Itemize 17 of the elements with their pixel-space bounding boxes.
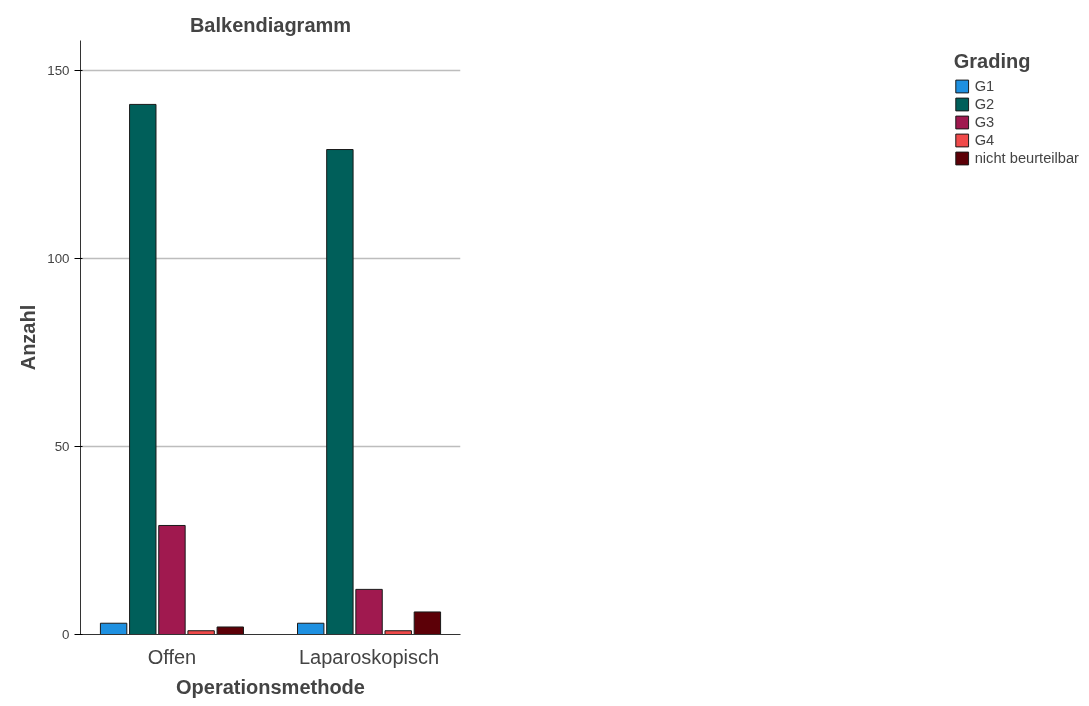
y-tick-label: 50 <box>54 439 70 455</box>
x-tick-label: Offen <box>147 645 197 668</box>
legend-title: Grading <box>953 50 1032 73</box>
y-tick-label: 150 <box>47 63 70 79</box>
legend-label: G4 <box>974 132 995 148</box>
y-tick-label: 100 <box>47 251 70 267</box>
legend-label: G2 <box>974 96 995 112</box>
legend-label: nicht beurteilbar <box>974 150 1079 166</box>
x-tick-label: Laparoskopisch <box>299 645 440 668</box>
legend-label: G3 <box>974 114 995 130</box>
y-axis-title: Anzahl <box>17 304 40 371</box>
x-axis-title: Operationsmethode <box>176 675 365 698</box>
bar <box>99 622 128 635</box>
y-tick-label: 0 <box>62 627 70 642</box>
legend-label: G1 <box>974 78 995 94</box>
bar <box>413 611 442 635</box>
chart-title: Balkendiagramm <box>189 13 352 36</box>
